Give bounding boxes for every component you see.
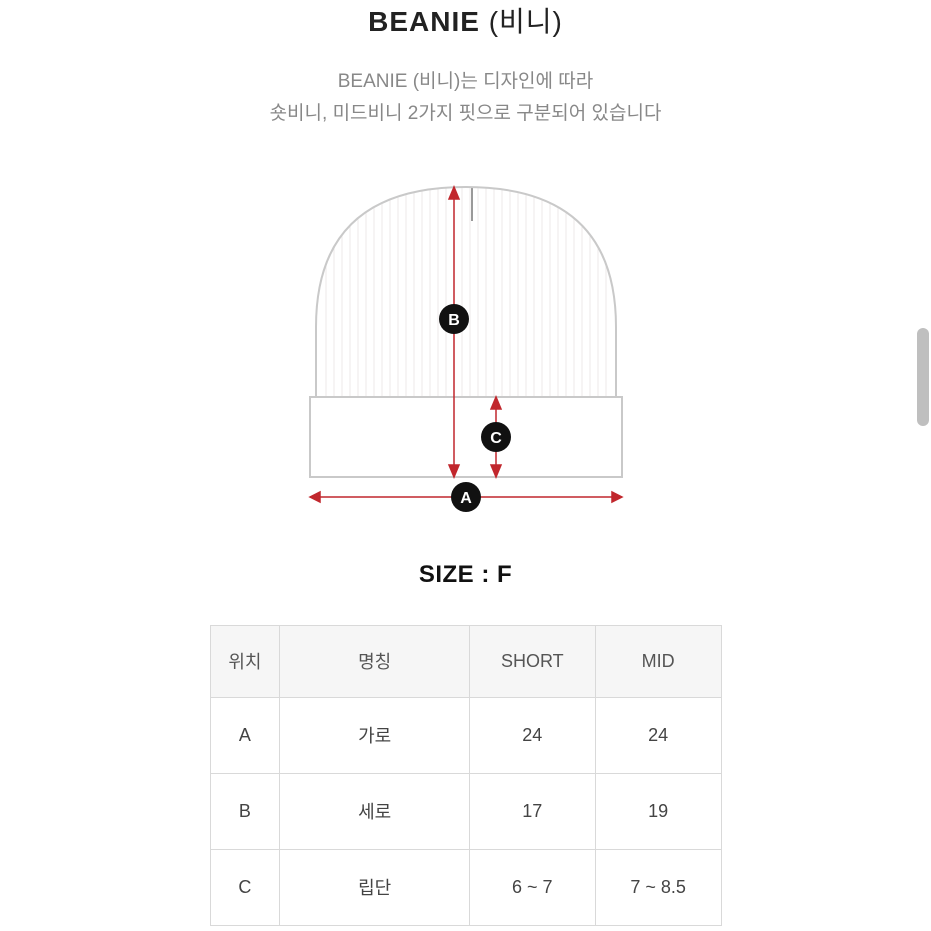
table-row: C 립단 6 ~ 7 7 ~ 8.5: [210, 849, 721, 925]
size-label: SIZE : F: [419, 561, 512, 589]
subtitle-line-1: BEANIE (비니)는 디자인에 따라: [338, 71, 594, 92]
subtitle: BEANIE (비니)는 디자인에 따라 숏비니, 미드비니 2가지 핏으로 구…: [270, 66, 662, 131]
cell: B: [210, 773, 280, 849]
cell: 립단: [280, 849, 470, 925]
col-header: SHORT: [469, 625, 595, 697]
col-header: 위치: [210, 625, 280, 697]
svg-text:B: B: [448, 312, 460, 329]
title-hangul: (비니): [489, 6, 563, 37]
table-row: B 세로 17 19: [210, 773, 721, 849]
cell: 6 ~ 7: [469, 849, 595, 925]
cell: C: [210, 849, 280, 925]
cell: 7 ~ 8.5: [595, 849, 721, 925]
svg-text:C: C: [490, 430, 502, 447]
cell: 19: [595, 773, 721, 849]
table-row: A 가로 24 24: [210, 697, 721, 773]
col-header: MID: [595, 625, 721, 697]
cell: 세로: [280, 773, 470, 849]
cell: 24: [469, 697, 595, 773]
badge-c: C: [481, 422, 511, 452]
badge-b: B: [439, 304, 469, 334]
subtitle-line-2: 숏비니, 미드비니 2가지 핏으로 구분되어 있습니다: [270, 103, 662, 124]
badge-a: A: [451, 482, 481, 512]
svg-text:A: A: [460, 490, 472, 507]
cell: 17: [469, 773, 595, 849]
table-header-row: 위치 명칭 SHORT MID: [210, 625, 721, 697]
page-title: BEANIE (비니): [368, 0, 563, 40]
content-container: BEANIE (비니) BEANIE (비니)는 디자인에 따라 숏비니, 미드…: [0, 0, 931, 926]
size-table: 위치 명칭 SHORT MID A 가로 24 24 B 세로 17 19 C …: [210, 625, 722, 926]
cell: 24: [595, 697, 721, 773]
beanie-diagram: B C A: [286, 177, 646, 517]
cell: A: [210, 697, 280, 773]
col-header: 명칭: [280, 625, 470, 697]
cell: 가로: [280, 697, 470, 773]
title-main: BEANIE: [368, 6, 480, 37]
scrollbar-thumb[interactable]: [917, 328, 929, 426]
